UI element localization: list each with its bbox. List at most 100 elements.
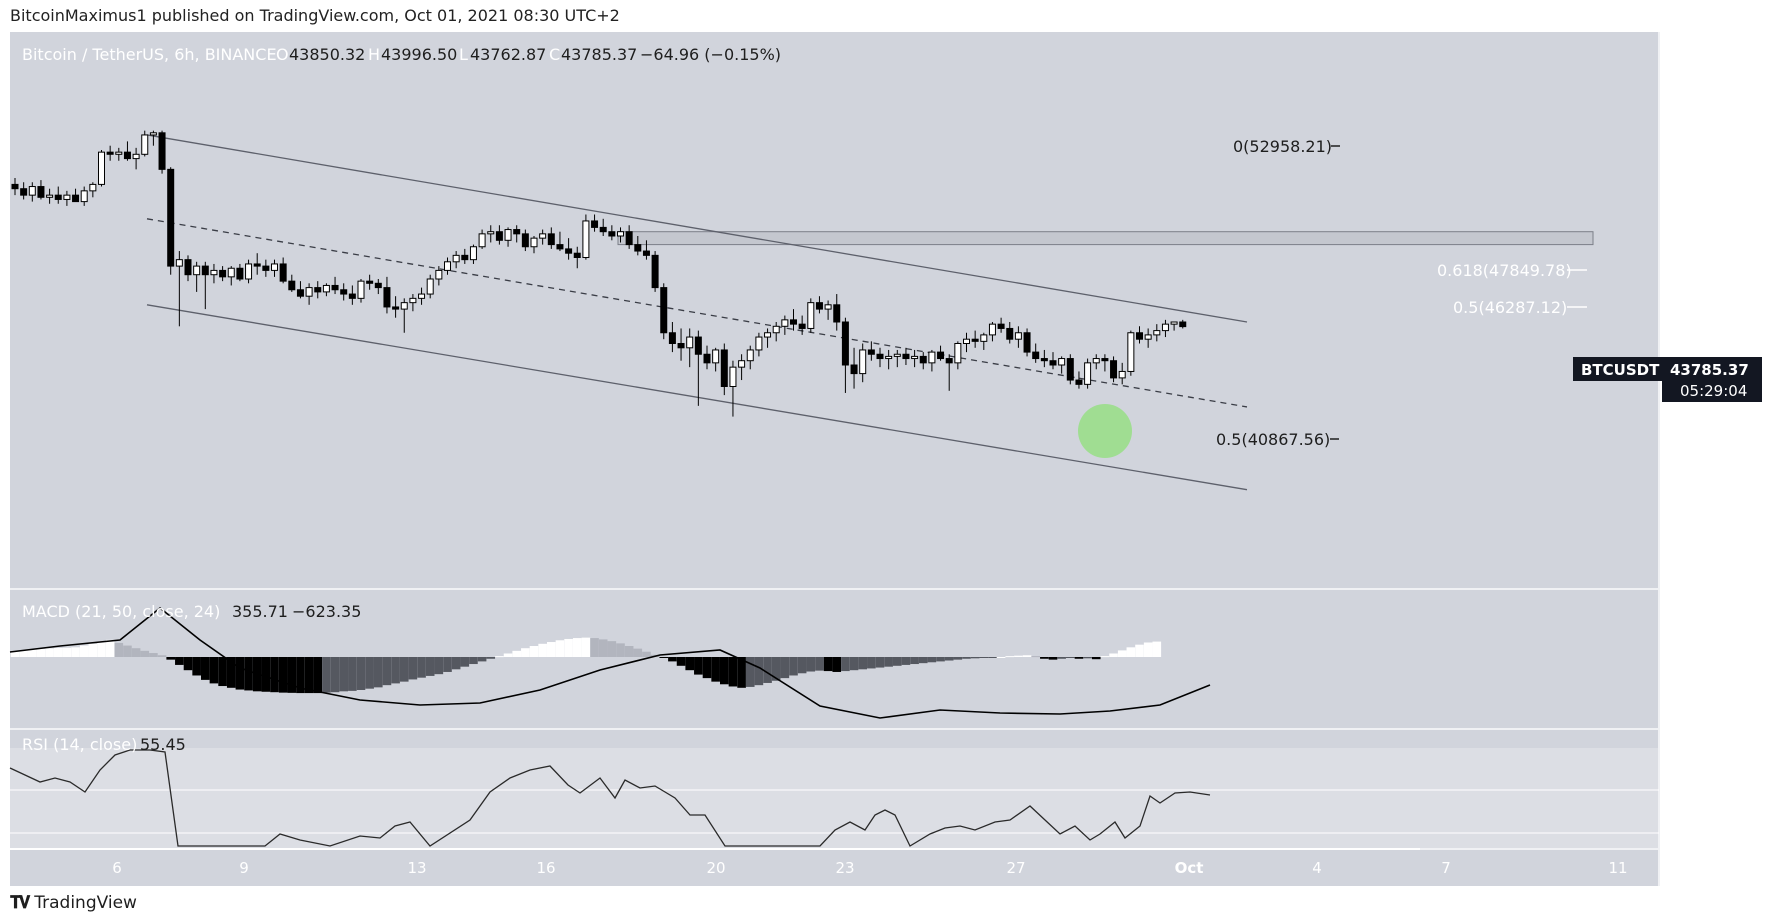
macd-histogram-bar [841, 657, 850, 672]
candle-down [591, 220, 599, 228]
price-axis[interactable]: 56000.00 54000.00 52000.00 50000.00 48000.00… [1674, 56, 1746, 504]
candle-down [158, 132, 166, 170]
macd-histogram-bar [53, 647, 63, 657]
macd-histogram-bar [365, 657, 374, 689]
candle-up [444, 261, 451, 271]
macd-histogram-bar [1040, 657, 1049, 659]
candle-up [530, 237, 538, 248]
price-tick-label: 40000.00 [1674, 400, 1746, 418]
macd-histogram-bar [581, 637, 591, 657]
time-axis[interactable]: 6 9 13 16 20 23 27 Oct 4 7 11 [112, 859, 1627, 877]
candle-down [850, 364, 858, 375]
macd-histogram-bar [503, 653, 513, 657]
macd-histogram-bar [114, 642, 124, 657]
candle-up [764, 332, 772, 338]
macd-histogram-bar [1014, 655, 1023, 657]
candle-up [1127, 332, 1135, 372]
candle-down [1040, 358, 1048, 362]
candle-down [1136, 332, 1143, 340]
candle-up [1118, 370, 1126, 379]
candle-down [634, 244, 642, 252]
macd-histogram-bar [209, 657, 219, 684]
candle-up [115, 151, 123, 155]
descending-channel [146, 134, 1248, 491]
candle-up [141, 134, 149, 155]
channel-lower-line [146, 304, 1248, 491]
candle-up [357, 280, 365, 299]
macd-histogram-bar [538, 643, 547, 657]
macd-histogram-bar [477, 657, 487, 662]
candle-down [798, 323, 806, 329]
candle-down [1006, 327, 1014, 340]
macd-histogram-bar [235, 657, 245, 690]
macd-histogram-bar [408, 657, 418, 680]
candle-up [617, 231, 624, 237]
candle-down [694, 336, 702, 355]
macd-histogram-bar [1117, 650, 1127, 657]
candle-up [1058, 358, 1066, 366]
time-tick-label: 20 [706, 859, 725, 877]
macd-signal-line [9, 606, 1211, 719]
macd-histogram-bar [564, 638, 573, 657]
macd-histogram-bar [806, 657, 816, 672]
candle-up [988, 323, 996, 336]
macd-histogram-bar [996, 657, 1006, 658]
macd-histogram-bar [1031, 656, 1040, 658]
candle-up [487, 231, 495, 235]
macd-histogram-bar [1143, 642, 1153, 657]
candle-down [72, 194, 80, 203]
macd-histogram-bar [19, 650, 28, 657]
macd-histogram-bar [702, 657, 712, 679]
time-tick-label: 9 [239, 859, 249, 877]
price-tick-label: 36000.00 [1674, 486, 1746, 504]
candle-up [132, 153, 140, 160]
candle-up [1144, 334, 1152, 340]
macd-histogram-bar [1083, 657, 1092, 659]
candle-down [37, 186, 45, 198]
price-tick-label: 54000.00 [1674, 99, 1746, 117]
candle-up [409, 297, 417, 304]
macd-histogram-bar [867, 657, 876, 669]
macd-histogram-bar [1152, 641, 1162, 657]
macd-histogram-bar [720, 657, 729, 685]
macd-histogram-bar [270, 657, 279, 693]
macd-histogram-bar [149, 653, 158, 657]
macd-histogram-bar [348, 657, 357, 691]
macd-histogram-bar [745, 657, 755, 687]
ohlc-c-label: C [549, 45, 560, 64]
price-tick-label: 48000.00 [1674, 228, 1746, 246]
candle-up [175, 259, 183, 267]
macd-histogram-bar [88, 643, 98, 657]
macd-histogram-bar [460, 657, 470, 667]
macd-histogram-bar [183, 657, 193, 671]
candle-down [253, 263, 261, 267]
candle-up [772, 325, 780, 334]
macd-histogram-bar [763, 657, 772, 683]
price-tick-label: 38000.00 [1674, 443, 1746, 461]
main-legend: Bitcoin / TetherUS, 6h, BINANCE O 43850.… [22, 45, 781, 64]
macd-value-2: −623.35 [292, 602, 361, 621]
macd-axis: 1000.00 0.00 −1000.00 [1671, 605, 1746, 711]
candle-up [1092, 358, 1100, 364]
candle-down [902, 353, 910, 360]
macd-histogram-bar [261, 657, 271, 692]
macd-histogram-bar [417, 657, 426, 678]
macd-histogram-bar [780, 657, 790, 679]
candle-down [1179, 321, 1187, 328]
candle-up [28, 186, 36, 196]
fib-label-05-lower: 0.5(40867.56) [1216, 430, 1330, 449]
candle-up [478, 233, 486, 248]
macd-histogram-bar [1005, 656, 1015, 658]
symbol-badge[interactable]: BTCUSDT 43785.37 05:29:04 [1573, 357, 1762, 402]
macd-histogram-bar [555, 640, 565, 657]
macd-histogram-bar [728, 657, 738, 687]
candle-up [227, 267, 235, 278]
candle-down [971, 338, 979, 342]
macd-histogram-bar [659, 657, 669, 658]
ohlc-high: 43996.50 [381, 45, 457, 64]
candle-up [963, 338, 970, 345]
candle-up [807, 302, 815, 329]
macd-histogram-bar [529, 646, 539, 657]
macd-histogram-bar [123, 645, 132, 657]
